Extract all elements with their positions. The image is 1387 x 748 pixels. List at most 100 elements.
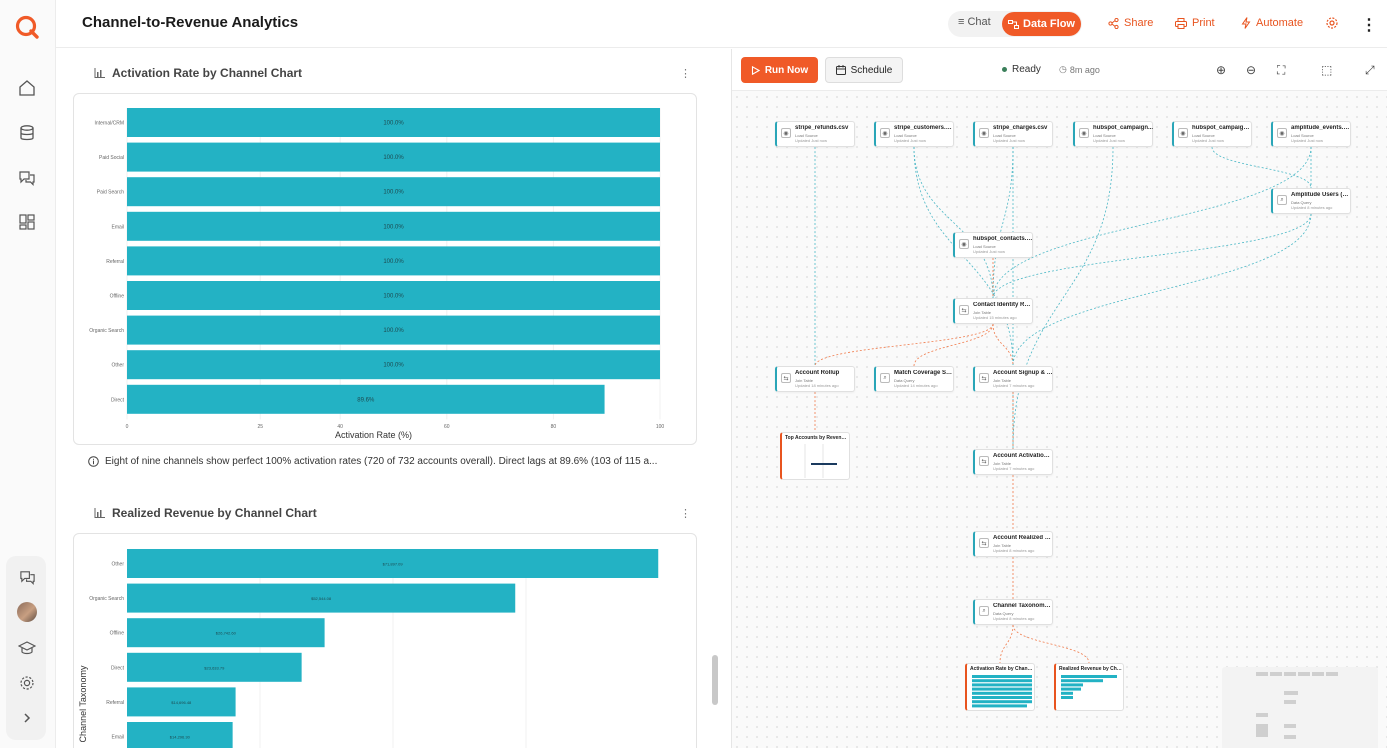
database-icon[interactable] [16,122,38,144]
flow-node[interactable]: ◉ hubspot_campaign... Load Source Updated J… [1073,121,1153,147]
node-title: amplitude_events.csv [1291,125,1351,131]
node-title: Match Coverage Su... [894,370,954,376]
avatar[interactable] [17,602,37,622]
flow-edge [1012,624,1090,664]
zoom-in-icon[interactable]: ⊕ [1216,63,1227,77]
automate-label: Automate [1256,17,1304,29]
flow-node[interactable]: ⇆ Account Realized Rev... Join TableUpdate… [973,531,1053,557]
viz-thumbnail [1061,675,1117,699]
app-logo-icon[interactable] [14,14,40,40]
flow-edge [1012,213,1312,367]
flow-node[interactable]: ◉ stripe_charges.csv Load Source Updated Ju… [973,121,1053,147]
zoom-out-icon[interactable]: ⊖ [1246,63,1257,77]
node-title: Account Realized Rev... [993,535,1053,541]
chart1-card: 0 25 40 60 80 100 Internal/CRM 100.0% Paid Socia… [73,93,697,445]
chat-view-toggle[interactable]: ≡ Chat [958,16,991,28]
flow-node[interactable]: ◉ stripe_customers.csv Load Source Updated … [874,121,954,147]
flow-node[interactable]: ⌕ Channel Taxonomy C... Data Query Updated … [973,599,1053,625]
source-icon: ◉ [1079,128,1089,138]
data-label: $26,742.60 [216,631,237,636]
bar [127,177,660,207]
more-options-icon[interactable]: ⋮ [1361,17,1377,34]
node-title: hubspot_campaign... [1093,125,1153,131]
automate-button[interactable]: Automate [1241,17,1303,29]
thumb-bar [1061,675,1117,678]
flow-node[interactable]: ⌕ Amplitude Users (Dist... Data QueryUpdat… [1271,188,1351,214]
chart2-section-title: Realized Revenue by Channel Chart [94,506,317,520]
panel-splitter[interactable] [731,49,732,748]
settings-gear-icon[interactable] [16,672,38,694]
flow-edge [913,146,994,299]
category-label: Other [111,562,124,568]
dashboard-icon[interactable] [16,211,38,233]
source-icon: ◉ [979,128,989,138]
flow-node[interactable]: ◉ hubspot_campaigns... Load Source Updated … [1172,121,1252,147]
node-updated: Updated 15 minutes ago [973,315,1017,320]
run-now-label: Run Now [764,64,809,76]
fit-view-icon[interactable]: ⛶ [1277,63,1286,77]
node-type: Join Table [993,543,1011,548]
rail-bottom-group [6,556,46,740]
viz-node[interactable]: Activation Rate by Channel C... [965,663,1035,711]
flow-node[interactable]: ⌕ Match Coverage Su... Data Query Updated 1… [874,366,954,392]
data-label: 100.0% [383,294,404,300]
select-area-icon[interactable]: ⬚ [1321,63,1333,77]
thumb-bar [972,675,1032,678]
share-label: Share [1124,17,1154,29]
x-tick-label: 40 [337,424,343,430]
minimap-node [1284,672,1296,676]
chart1-more-icon[interactable]: ⋮ [680,68,691,80]
viz-node[interactable]: Realized Revenue by Channel... [1054,663,1124,711]
chart2-more-icon[interactable]: ⋮ [680,508,691,520]
share-button[interactable]: Share [1108,17,1153,29]
node-title: Channel Taxonomy C... [993,603,1053,609]
source-icon: ◉ [1277,128,1287,138]
minimap-node [1256,724,1268,728]
node-updated: Updated Just now [795,138,828,143]
top-header: Channel-to-Revenue Analytics ≡ Chat Data… [56,0,1387,48]
flow-node[interactable]: ⇆ Account Rollup Join Table Updated 18 minu… [775,366,855,392]
schedule-label: Schedule [850,64,893,76]
flow-node[interactable]: ⇆ Account Activation (I... Join Table Updat… [973,449,1053,475]
fullscreen-icon[interactable]: ⤢ [1365,63,1375,77]
node-updated: Updated 8 minutes ago [993,548,1035,553]
minimap[interactable] [1222,667,1378,748]
flow-node[interactable]: ◉ hubspot_contacts.csv Load Source Updated … [953,232,1033,258]
data-label: $14,696.48 [171,700,192,705]
share-icon [1108,17,1119,29]
settings-icon[interactable] [1325,16,1339,30]
flow-node[interactable]: ◉ stripe_refunds.csv Load Source Updated Ju… [775,121,855,147]
category-label: Email [111,735,124,741]
node-type: Load Source [1192,133,1215,138]
flow-canvas[interactable]: ◉ stripe_refunds.csv Load Source Updated Ju… [732,92,1387,748]
data-label: 100.0% [383,259,404,265]
data-flow-view-toggle[interactable]: Data Flow [1002,12,1081,36]
chat-bubbles-icon[interactable] [16,167,38,189]
bar [127,142,660,172]
run-now-button[interactable]: Run Now [741,57,818,83]
node-updated: Updated Just now [973,249,1006,254]
node-title: hubspot_contacts.csv [973,236,1033,242]
thumb-bar [972,696,1032,699]
flow-edge [999,624,1014,664]
scrollbar[interactable] [712,655,718,705]
node-type: Data Query [993,611,1014,616]
thumb-bar [1061,683,1083,687]
schedule-button[interactable]: Schedule [825,57,903,83]
viz-node[interactable]: Top Accounts by Revenue Ch... [780,432,850,480]
print-button[interactable]: Print [1175,17,1215,29]
home-icon[interactable] [16,77,38,99]
learn-icon[interactable] [16,637,38,659]
flow-node[interactable]: ⇆ Account Signup & Ch... Join TableUpdated… [973,366,1053,392]
node-title: Amplitude Users (Dist... [1291,192,1351,198]
thumb-bar [972,700,1032,704]
category-label: Internal/CRM [95,121,124,127]
data-label: $71,897.09 [383,562,404,567]
messages-icon[interactable] [16,566,38,588]
flow-icon [1008,19,1020,29]
query-icon: ⌕ [979,606,989,616]
flow-node[interactable]: ⇆ Contact Identity Reso... Join TableUpdat… [953,298,1033,324]
expand-chevron-icon[interactable] [16,707,38,729]
join-icon: ⇆ [979,456,989,466]
flow-node[interactable]: ◉ amplitude_events.csv Load Source Updated … [1271,121,1351,147]
